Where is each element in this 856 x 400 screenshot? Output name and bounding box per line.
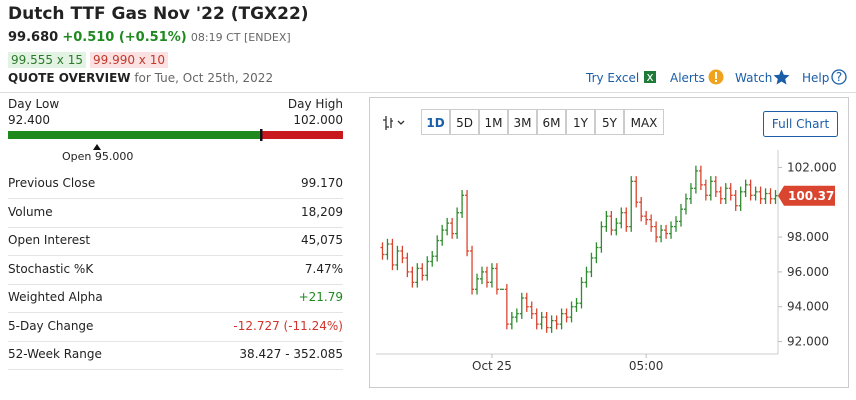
alerts[interactable]: Alerts — [670, 71, 705, 85]
stat-row: Weighted Alpha +21.79 — [8, 284, 343, 313]
stat-row: Previous Close 99.170 — [8, 170, 343, 199]
stat-label: Weighted Alpha — [8, 290, 103, 304]
overview-title: QUOTE OVERVIEW — [8, 71, 131, 85]
period-button[interactable] — [624, 109, 664, 135]
stat-value: 18,209 — [301, 204, 343, 219]
last-price-tag — [778, 185, 835, 206]
quote-header: 99.680 +0.510 (+0.51%) 08:19 CT [ENDEX] — [8, 30, 291, 45]
period-button[interactable] — [537, 109, 566, 135]
help[interactable]: Help — [802, 71, 830, 85]
excel-icon: x — [644, 70, 656, 84]
overview-heading: QUOTE OVERVIEW for Tue, Oct 25th, 2022 — [8, 71, 273, 85]
try-excel[interactable]: Try Excel — [586, 71, 640, 85]
full-chart-button[interactable] — [763, 111, 838, 137]
stat-label: Open Interest — [8, 233, 91, 247]
last-price-label: 100.375 — [788, 189, 843, 203]
help-icon: ? — [831, 69, 847, 85]
day-low-label: Day Low — [8, 97, 60, 111]
stat-label: 5-Day Change — [8, 318, 94, 333]
x-tick-label: 05:00 — [629, 359, 664, 373]
period-label[interactable]: 5Y — [602, 116, 618, 130]
alerts-icon — [708, 69, 724, 85]
price-change: +0.510 (+0.51%) — [62, 30, 187, 45]
day-high: 102.000 — [293, 113, 343, 127]
period-label[interactable]: 1M — [485, 116, 503, 130]
last-price: 99.680 — [8, 30, 59, 45]
stat-label: Previous Close — [8, 176, 96, 190]
ask: 99.990 x 10 — [90, 52, 168, 68]
period-label[interactable]: 6M — [543, 116, 561, 130]
watch-icon — [773, 69, 790, 85]
period-button[interactable] — [421, 109, 450, 135]
period-button[interactable] — [450, 109, 479, 135]
stat-row: 52-Week Range 38.427 - 352.085 — [8, 341, 343, 370]
y-tick-label: 98.000 — [787, 230, 829, 244]
stat-row: 5-Day Change -12.727 (-11.24%) — [8, 313, 343, 342]
chart-panel — [369, 97, 849, 388]
period-button[interactable] — [508, 109, 537, 135]
stat-row: Volume 18,209 — [8, 199, 343, 228]
day-range-bar — [8, 129, 343, 150]
chart-type-icon — [383, 116, 405, 130]
period-label[interactable]: 1D — [426, 116, 444, 130]
x-tick-label: Oct 25 — [472, 359, 512, 373]
stat-row: Open Interest 45,075 — [8, 227, 343, 256]
open-marker: Open 95.000 — [62, 150, 134, 163]
stat-row: Stochastic %K 7.47% — [8, 256, 343, 285]
period-label[interactable]: 5D — [456, 116, 473, 130]
stat-value: 45,075 — [301, 233, 343, 247]
stat-label: 52-Week Range — [8, 347, 102, 361]
stat-value: 38.427 - 352.085 — [239, 347, 343, 361]
stat-value: 7.47% — [304, 261, 343, 276]
y-tick-label: 92.000 — [787, 335, 829, 349]
divider — [0, 92, 856, 93]
period-label[interactable]: MAX — [631, 116, 658, 130]
bid: 99.555 x 15 — [8, 52, 86, 68]
y-tick-label: 102.000 — [787, 160, 837, 174]
day-low: 92.400 — [8, 113, 50, 127]
period-button[interactable] — [595, 109, 624, 135]
svg-text:?: ? — [836, 70, 842, 84]
period-label[interactable]: 1Y — [573, 116, 589, 130]
period-button[interactable] — [479, 109, 508, 135]
quote-title: Dutch TTF Gas Nov '22 (TGX22) — [8, 4, 309, 24]
y-tick-label: 96.000 — [787, 265, 829, 279]
overview-date: for Tue, Oct 25th, 2022 — [134, 71, 274, 85]
stat-value: +21.79 — [298, 290, 343, 304]
quote-time: 08:19 CT [ENDEX] — [190, 31, 291, 44]
stat-label: Stochastic %K — [8, 261, 94, 276]
svg-text:x: x — [646, 70, 653, 84]
full-chart-label[interactable]: Full Chart — [772, 117, 830, 131]
watch[interactable]: Watch — [735, 71, 773, 85]
y-tick-label: 94.000 — [787, 300, 829, 314]
day-high-label: Day High — [287, 97, 343, 111]
stat-value: 99.170 — [301, 176, 343, 190]
period-label[interactable]: 3M — [514, 116, 532, 130]
stat-value: -12.727 (-11.24%) — [233, 318, 343, 333]
stat-label: Volume — [8, 204, 53, 219]
period-button[interactable] — [566, 109, 595, 135]
